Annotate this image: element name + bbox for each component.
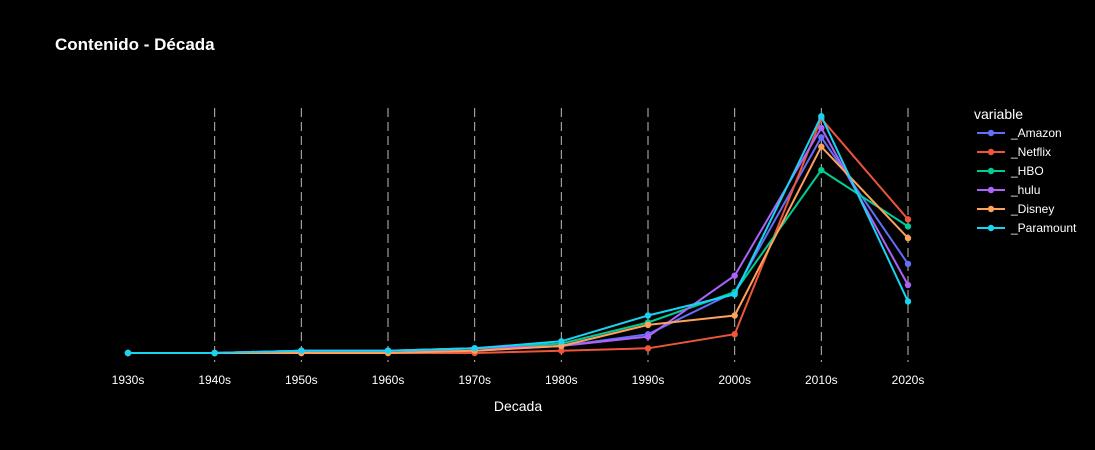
data-point-disney-2010s	[818, 143, 825, 150]
data-point-paramount-2000s	[731, 291, 738, 298]
series-line-paramount	[128, 115, 909, 354]
x-tick-1990s: 1990s	[632, 373, 665, 387]
series-layer	[124, 113, 912, 357]
data-point-paramount-2020s	[904, 298, 912, 305]
data-point-hulu-2010s	[818, 124, 825, 132]
x-tick-1960s: 1960s	[372, 373, 405, 387]
x-tick-2000s: 2000s	[718, 373, 751, 387]
data-point-paramount-1980s	[558, 338, 565, 345]
legend-item-disney: _Disney	[977, 202, 1054, 216]
legend-item-hulu: _hulu	[977, 183, 1040, 197]
data-point-amazon-2010s	[818, 134, 825, 141]
legend-swatch-marker-hbo	[987, 167, 995, 175]
legend-swatch-marker-paramount	[987, 224, 995, 232]
x-axis-title: Decada	[494, 398, 542, 414]
legend-label-disney: _Disney	[1010, 202, 1054, 216]
legend-swatch-marker-netflix	[987, 148, 995, 156]
legend-item-amazon: _Amazon	[977, 126, 1062, 140]
data-point-amazon-2020s	[904, 260, 912, 268]
data-point-disney-1980s	[558, 342, 565, 350]
data-point-disney-2000s	[731, 312, 738, 319]
data-point-paramount-1930s	[124, 349, 132, 357]
legend-swatch-marker-amazon	[987, 129, 995, 137]
chart-title: Contenido - Década	[55, 35, 215, 54]
legend-label-amazon: _Amazon	[1010, 126, 1062, 140]
legend-label-netflix: _Netflix	[1010, 145, 1051, 159]
data-point-hbo-2010s	[818, 166, 825, 174]
legend-items: _Amazon _Netflix _HBO _hulu _Disney _Paramoun…	[977, 126, 1077, 235]
data-point-hbo-2020s	[904, 223, 912, 230]
legend-item-paramount: _Paramount	[977, 221, 1077, 235]
data-point-paramount-2010s	[818, 113, 825, 120]
data-point-netflix-1980s	[558, 347, 565, 354]
data-point-disney-2020s	[904, 234, 912, 242]
legend-item-netflix: _Netflix	[977, 145, 1051, 159]
series-paramount	[124, 113, 912, 357]
x-tick-2020s: 2020s	[892, 373, 925, 387]
legend-swatch-marker-disney	[987, 205, 995, 213]
data-point-netflix-2000s	[731, 331, 738, 338]
data-point-paramount-1950s	[298, 347, 305, 354]
data-point-paramount-1940s	[211, 349, 218, 357]
x-tick-2010s: 2010s	[805, 373, 838, 387]
data-point-netflix-2020s	[904, 216, 912, 223]
legend-title: variable	[974, 106, 1023, 122]
x-tick-1970s: 1970s	[458, 373, 491, 387]
data-point-hulu-1990s	[644, 333, 652, 340]
x-tick-labels: 1930s 1940s 1950s 1960s 1970s 1980s 1990s 2000s…	[112, 373, 925, 387]
legend: variable _Amazon _Netflix _HBO _hulu _Disney…	[974, 106, 1077, 235]
data-point-netflix-1990s	[644, 345, 652, 352]
x-tick-1980s: 1980s	[545, 373, 578, 387]
x-tick-1940s: 1940s	[198, 373, 231, 387]
legend-label-hbo: _HBO	[1010, 164, 1044, 178]
data-point-hulu-2020s	[904, 281, 912, 289]
series-line-disney	[128, 145, 909, 354]
data-point-disney-1990s	[644, 321, 652, 329]
gridlines	[214, 108, 909, 362]
data-point-paramount-1960s	[384, 347, 392, 354]
x-tick-1950s: 1950s	[285, 373, 318, 387]
legend-label-paramount: _Paramount	[1010, 221, 1077, 235]
data-point-paramount-1970s	[471, 345, 478, 352]
legend-swatch-marker-hulu	[987, 186, 995, 194]
data-point-hulu-2000s	[731, 272, 738, 279]
legend-item-hbo: _HBO	[977, 164, 1044, 178]
data-point-paramount-1990s	[644, 312, 652, 319]
legend-label-hulu: _hulu	[1010, 183, 1040, 197]
x-tick-1930s: 1930s	[112, 373, 145, 387]
